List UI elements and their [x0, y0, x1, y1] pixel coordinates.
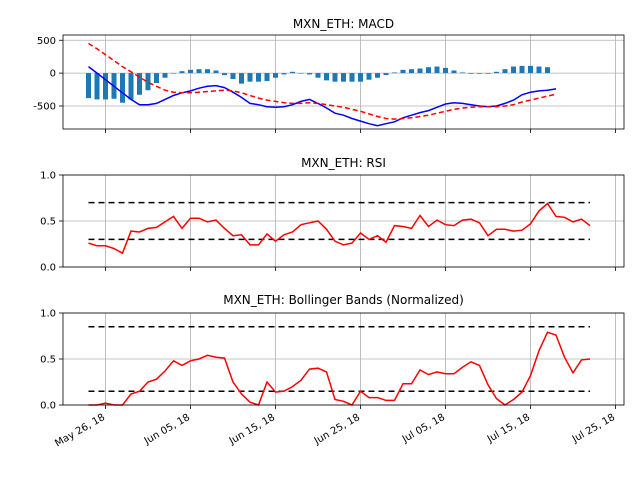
histogram-bar — [443, 67, 448, 74]
histogram-bar — [545, 67, 550, 74]
panel-title: MXN_ETH: Bollinger Bands (Normalized) — [223, 293, 464, 307]
signal-line — [88, 42, 557, 120]
axes-frame — [62, 312, 625, 406]
histogram-bar — [494, 71, 499, 74]
histogram-bar — [468, 73, 474, 74]
y-tick-label: 0.0 — [40, 263, 56, 274]
x-tick-label: Jun 15, 18 — [227, 412, 277, 447]
histogram-bar — [485, 73, 491, 74]
histogram-bar — [349, 73, 355, 82]
series-line — [88, 202, 591, 255]
histogram-bar — [298, 73, 304, 74]
x-tick-label: May 26, 18 — [53, 412, 107, 449]
axes-frame — [62, 174, 625, 268]
histogram-bar — [400, 69, 406, 74]
histogram-bar — [128, 73, 134, 100]
histogram-bar — [213, 70, 219, 74]
panel-title: MXN_ETH: MACD — [293, 17, 394, 31]
histogram-bar — [366, 73, 372, 80]
x-tick-label: Jun 05, 18 — [142, 412, 192, 447]
histogram-bar — [451, 70, 457, 74]
histogram-bar — [171, 73, 176, 74]
x-tick-label: Jul 15, 18 — [485, 412, 532, 446]
histogram-bar — [434, 66, 440, 74]
histogram-bar — [94, 73, 100, 100]
histogram-bar — [511, 66, 516, 74]
y-tick-label: -500 — [33, 101, 56, 112]
histogram-bar — [290, 71, 295, 74]
histogram-bar — [256, 73, 261, 82]
histogram-bar — [502, 69, 508, 74]
y-tick-label: 0.5 — [40, 217, 56, 228]
histogram-bar — [103, 73, 108, 100]
histogram-bar — [196, 69, 202, 74]
histogram-bar — [281, 73, 287, 75]
y-tick-label: 0.0 — [40, 401, 56, 412]
histogram-bar — [230, 73, 236, 80]
histogram-bar — [426, 67, 431, 74]
axes-frame — [62, 34, 625, 130]
histogram-bar — [341, 73, 346, 82]
histogram-bar — [179, 71, 185, 74]
panel-title: MXN_ETH: RSI — [301, 156, 386, 170]
y-tick-label: 1.0 — [40, 309, 56, 320]
histogram-bar — [120, 73, 125, 103]
histogram-bar — [264, 73, 270, 82]
histogram-bar — [519, 65, 525, 74]
histogram-bar — [239, 73, 244, 84]
histogram-bar — [307, 73, 312, 75]
histogram-bar — [528, 65, 533, 74]
histogram-bar — [536, 66, 542, 74]
histogram-bar — [86, 73, 91, 99]
macd-line — [88, 66, 557, 127]
histogram-bar — [460, 72, 465, 74]
histogram-bar — [205, 69, 210, 74]
x-tick-label: Jun 25, 18 — [312, 412, 362, 447]
histogram-bar — [145, 73, 151, 91]
histogram-bar — [332, 73, 338, 82]
panel-1: MXN_ETH: MACD 500 0 -500 — [33, 17, 625, 133]
histogram-bar — [375, 73, 380, 78]
histogram-bar — [358, 73, 363, 82]
histogram-bar — [417, 68, 423, 74]
series-line — [88, 331, 591, 406]
histogram-bar — [137, 73, 142, 95]
histogram-bar — [409, 69, 414, 74]
histogram-bar — [383, 73, 389, 76]
histogram-bar — [154, 73, 159, 83]
y-tick-label: 0.5 — [40, 355, 56, 366]
histogram-bar — [273, 73, 278, 78]
histogram-bar — [477, 73, 482, 74]
histogram-bar — [247, 73, 253, 82]
histogram-bar — [392, 72, 397, 74]
histogram-bar — [324, 73, 329, 81]
histogram-bar — [188, 69, 193, 74]
y-tick-label: 500 — [37, 36, 56, 47]
panel-2: MXN_ETH: RSI 1.0 0.5 0.0 — [40, 156, 625, 274]
y-tick-label: 1.0 — [40, 171, 56, 182]
x-tick-label: Jul 05, 18 — [400, 412, 447, 446]
y-tick-label: 0 — [50, 69, 56, 80]
histogram-bar — [222, 73, 227, 76]
panel-3: MXN_ETH: Bollinger Bands (Normalized) 1.0… — [40, 293, 625, 412]
histogram-bar — [315, 73, 321, 78]
histogram-bar — [162, 73, 168, 78]
x-tick-label: Jul 25, 18 — [570, 412, 617, 446]
